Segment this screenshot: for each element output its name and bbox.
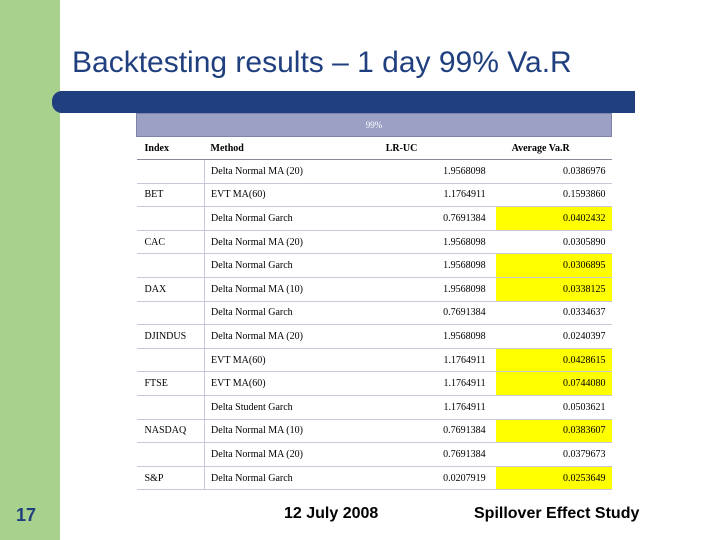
average-var-cell: 0.0305890 xyxy=(495,230,612,255)
footer-study-name: Spillover Effect Study xyxy=(474,505,640,522)
lr-uc-cell: 0.0207919 xyxy=(369,466,496,491)
index-cell xyxy=(136,206,206,231)
index-cell xyxy=(136,301,206,326)
lr-uc-cell: 1.1764911 xyxy=(369,395,496,420)
average-var-cell: 0.0306895 xyxy=(495,253,612,278)
average-var-cell: 0.0428615 xyxy=(495,348,612,373)
slide-number: 17 xyxy=(16,505,37,525)
index-cell xyxy=(136,395,206,420)
table-row: NASDAQ Delta Normal MA (10) 0.7691384 0.038… xyxy=(136,419,612,444)
index-cell: NASDAQ xyxy=(136,419,206,444)
lr-uc-cell: 0.7691384 xyxy=(369,419,496,444)
average-var-cell: 0.0379673 xyxy=(495,442,612,467)
average-var-cell: 0.0744080 xyxy=(495,371,612,396)
index-cell xyxy=(136,348,206,373)
table-row: BET EVT MA(60) 1.1764911 0.1593860 xyxy=(136,183,612,208)
table-row: S&P Delta Normal Garch 0.0207919 0.0253649 xyxy=(136,466,612,491)
method-cell: EVT MA(60) xyxy=(204,348,370,373)
lr-uc-cell: 1.9568098 xyxy=(369,277,496,302)
average-var-cell: 0.0503621 xyxy=(495,395,612,420)
table-row: Delta Student Garch 1.1764911 0.0503621 xyxy=(136,395,612,420)
index-cell xyxy=(136,442,206,467)
average-var-cell: 0.1593860 xyxy=(495,183,612,208)
table-row: CAC Delta Normal MA (20) 1.9568098 0.030589… xyxy=(136,230,612,255)
lr-uc-cell: 0.7691384 xyxy=(369,442,496,467)
footer-date: 12 July 2008 xyxy=(284,505,379,522)
slide-title: Backtesting results – 1 day 99% Va.R xyxy=(72,46,572,79)
average-var-cell: 0.0240397 xyxy=(495,324,612,349)
method-cell: Delta Normal MA (20) xyxy=(204,159,370,184)
lr-uc-cell: 1.1764911 xyxy=(369,183,496,208)
method-cell: Delta Normal MA (10) xyxy=(204,419,370,444)
lr-uc-cell: 1.1764911 xyxy=(369,348,496,373)
table-row: Delta Normal MA (20) 0.7691384 0.0379673 xyxy=(136,442,612,467)
index-cell: S&P xyxy=(136,466,206,491)
method-cell: Delta Normal MA (20) xyxy=(204,324,370,349)
method-cell: Delta Normal Garch xyxy=(204,301,370,326)
table-row: Delta Normal Garch 1.9568098 0.0306895 xyxy=(136,253,612,278)
column-header-row: Index Method LR-UC Average Va.R xyxy=(136,136,612,160)
lr-uc-cell: 0.7691384 xyxy=(369,301,496,326)
table-row: EVT MA(60) 1.1764911 0.0428615 xyxy=(136,348,612,373)
lr-uc-cell: 1.9568098 xyxy=(369,230,496,255)
index-cell: CAC xyxy=(136,230,206,255)
lr-uc-cell: 1.9568098 xyxy=(369,324,496,349)
lr-uc-cell: 0.7691384 xyxy=(369,206,496,231)
lr-uc-cell: 1.9568098 xyxy=(369,253,496,278)
index-cell: DJINDUS xyxy=(136,324,206,349)
col-header-method: Method xyxy=(204,136,370,160)
index-cell xyxy=(136,253,206,278)
lr-uc-cell: 1.9568098 xyxy=(369,159,496,184)
index-cell: BET xyxy=(136,183,206,208)
average-var-cell: 0.0253649 xyxy=(495,466,612,491)
col-header-index: Index xyxy=(136,136,205,160)
method-cell: Delta Student Garch xyxy=(204,395,370,420)
col-header-lr-uc: LR-UC xyxy=(369,136,496,160)
title-rule xyxy=(60,91,635,113)
results-table-wrap: 99% Index Method LR-UC Average Va.R Delt… xyxy=(136,113,612,491)
method-cell: Delta Normal MA (20) xyxy=(204,230,370,255)
table-row: Delta Normal Garch 0.7691384 0.0402432 xyxy=(136,206,612,231)
method-cell: Delta Normal Garch xyxy=(204,253,370,278)
table-row: Delta Normal MA (20) 1.9568098 0.0386976 xyxy=(136,159,612,184)
method-cell: Delta Normal Garch xyxy=(204,466,370,491)
average-var-cell: 0.0334637 xyxy=(495,301,612,326)
results-table: 99% Index Method LR-UC Average Va.R Delt… xyxy=(136,113,612,491)
method-cell: Delta Normal Garch xyxy=(204,206,370,231)
average-var-cell: 0.0383607 xyxy=(495,419,612,444)
index-cell xyxy=(136,159,206,184)
table-row: FTSE EVT MA(60) 1.1764911 0.0744080 xyxy=(136,371,612,396)
average-var-cell: 0.0402432 xyxy=(495,206,612,231)
table-row: Delta Normal Garch 0.7691384 0.0334637 xyxy=(136,301,612,326)
average-var-cell: 0.0338125 xyxy=(495,277,612,302)
group-header-row: 99% xyxy=(136,113,612,137)
average-var-cell: 0.0386976 xyxy=(495,159,612,184)
group-header: 99% xyxy=(136,113,612,137)
index-cell: DAX xyxy=(136,277,206,302)
method-cell: EVT MA(60) xyxy=(204,371,370,396)
method-cell: Delta Normal MA (10) xyxy=(204,277,370,302)
lr-uc-cell: 1.1764911 xyxy=(369,371,496,396)
index-cell: FTSE xyxy=(136,371,206,396)
left-accent-bar xyxy=(0,0,60,540)
method-cell: Delta Normal MA (20) xyxy=(204,442,370,467)
table-row: DJINDUS Delta Normal MA (20) 1.9568098 0.02… xyxy=(136,324,612,349)
col-header-average-var: Average Va.R xyxy=(495,136,612,160)
table-row: DAX Delta Normal MA (10) 1.9568098 0.033812… xyxy=(136,277,612,302)
method-cell: EVT MA(60) xyxy=(204,183,370,208)
